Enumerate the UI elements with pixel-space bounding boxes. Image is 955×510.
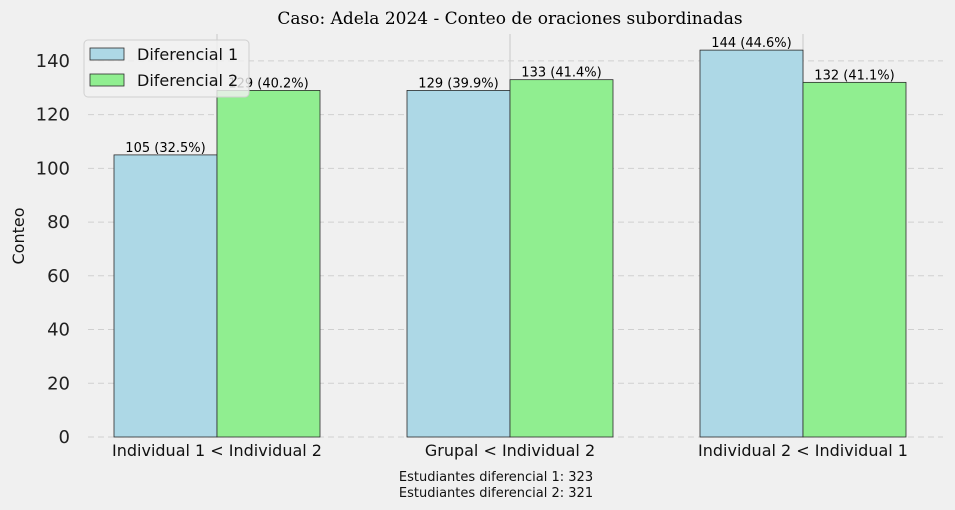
y-tick-label: 80 [47,212,70,233]
bar-2-3 [802,81,907,438]
x-tick-label: Individual 1 < Individual 2 [112,441,322,460]
y-tick-label: 100 [36,158,70,179]
legend-swatch-2 [89,73,125,87]
bar-value-label: 133 (41.4%) [521,66,601,81]
legend-label-2: Diferencial 2 [137,71,238,90]
bar-1-1 [113,154,218,438]
bar-1-2 [406,90,511,438]
bar-2-2 [509,79,614,438]
y-tick-label: 60 [47,266,70,287]
axes: 0 20 40 60 80 100 120 140 Individual 1 < Individ… [36,51,908,460]
bar-1-3 [699,49,804,438]
bar-2-1 [216,90,321,438]
y-tick-label: 20 [47,373,70,394]
y-axis-label: Conteo [9,207,28,264]
y-tick-label: 120 [36,105,70,126]
bars [113,49,907,438]
bar-value-label: 132 (41.1%) [814,68,894,83]
x-tick-label: Individual 2 < Individual 1 [698,441,908,460]
y-tick-label: 0 [59,427,70,448]
y-tick-label: 140 [36,51,70,72]
bar-value-label: 144 (44.6%) [711,36,791,51]
footnote-students-diff-1: Estudiantes diferencial 1: 323 [399,470,593,485]
x-tick-label: Grupal < Individual 2 [425,441,595,460]
legend-label-1: Diferencial 1 [137,45,238,64]
legend: Diferencial 1 Diferencial 2 [83,39,250,98]
legend-box [83,39,250,98]
legend-swatch-1 [89,47,125,61]
bar-value-label: 129 (39.9%) [418,76,498,91]
chart-title: Caso: Adela 2024 - Conteo de oraciones s… [277,9,742,29]
y-tick-label: 40 [47,320,70,341]
footnote-students-diff-2: Estudiantes diferencial 2: 321 [399,486,593,501]
bar-value-label: 105 (32.5%) [125,141,205,156]
